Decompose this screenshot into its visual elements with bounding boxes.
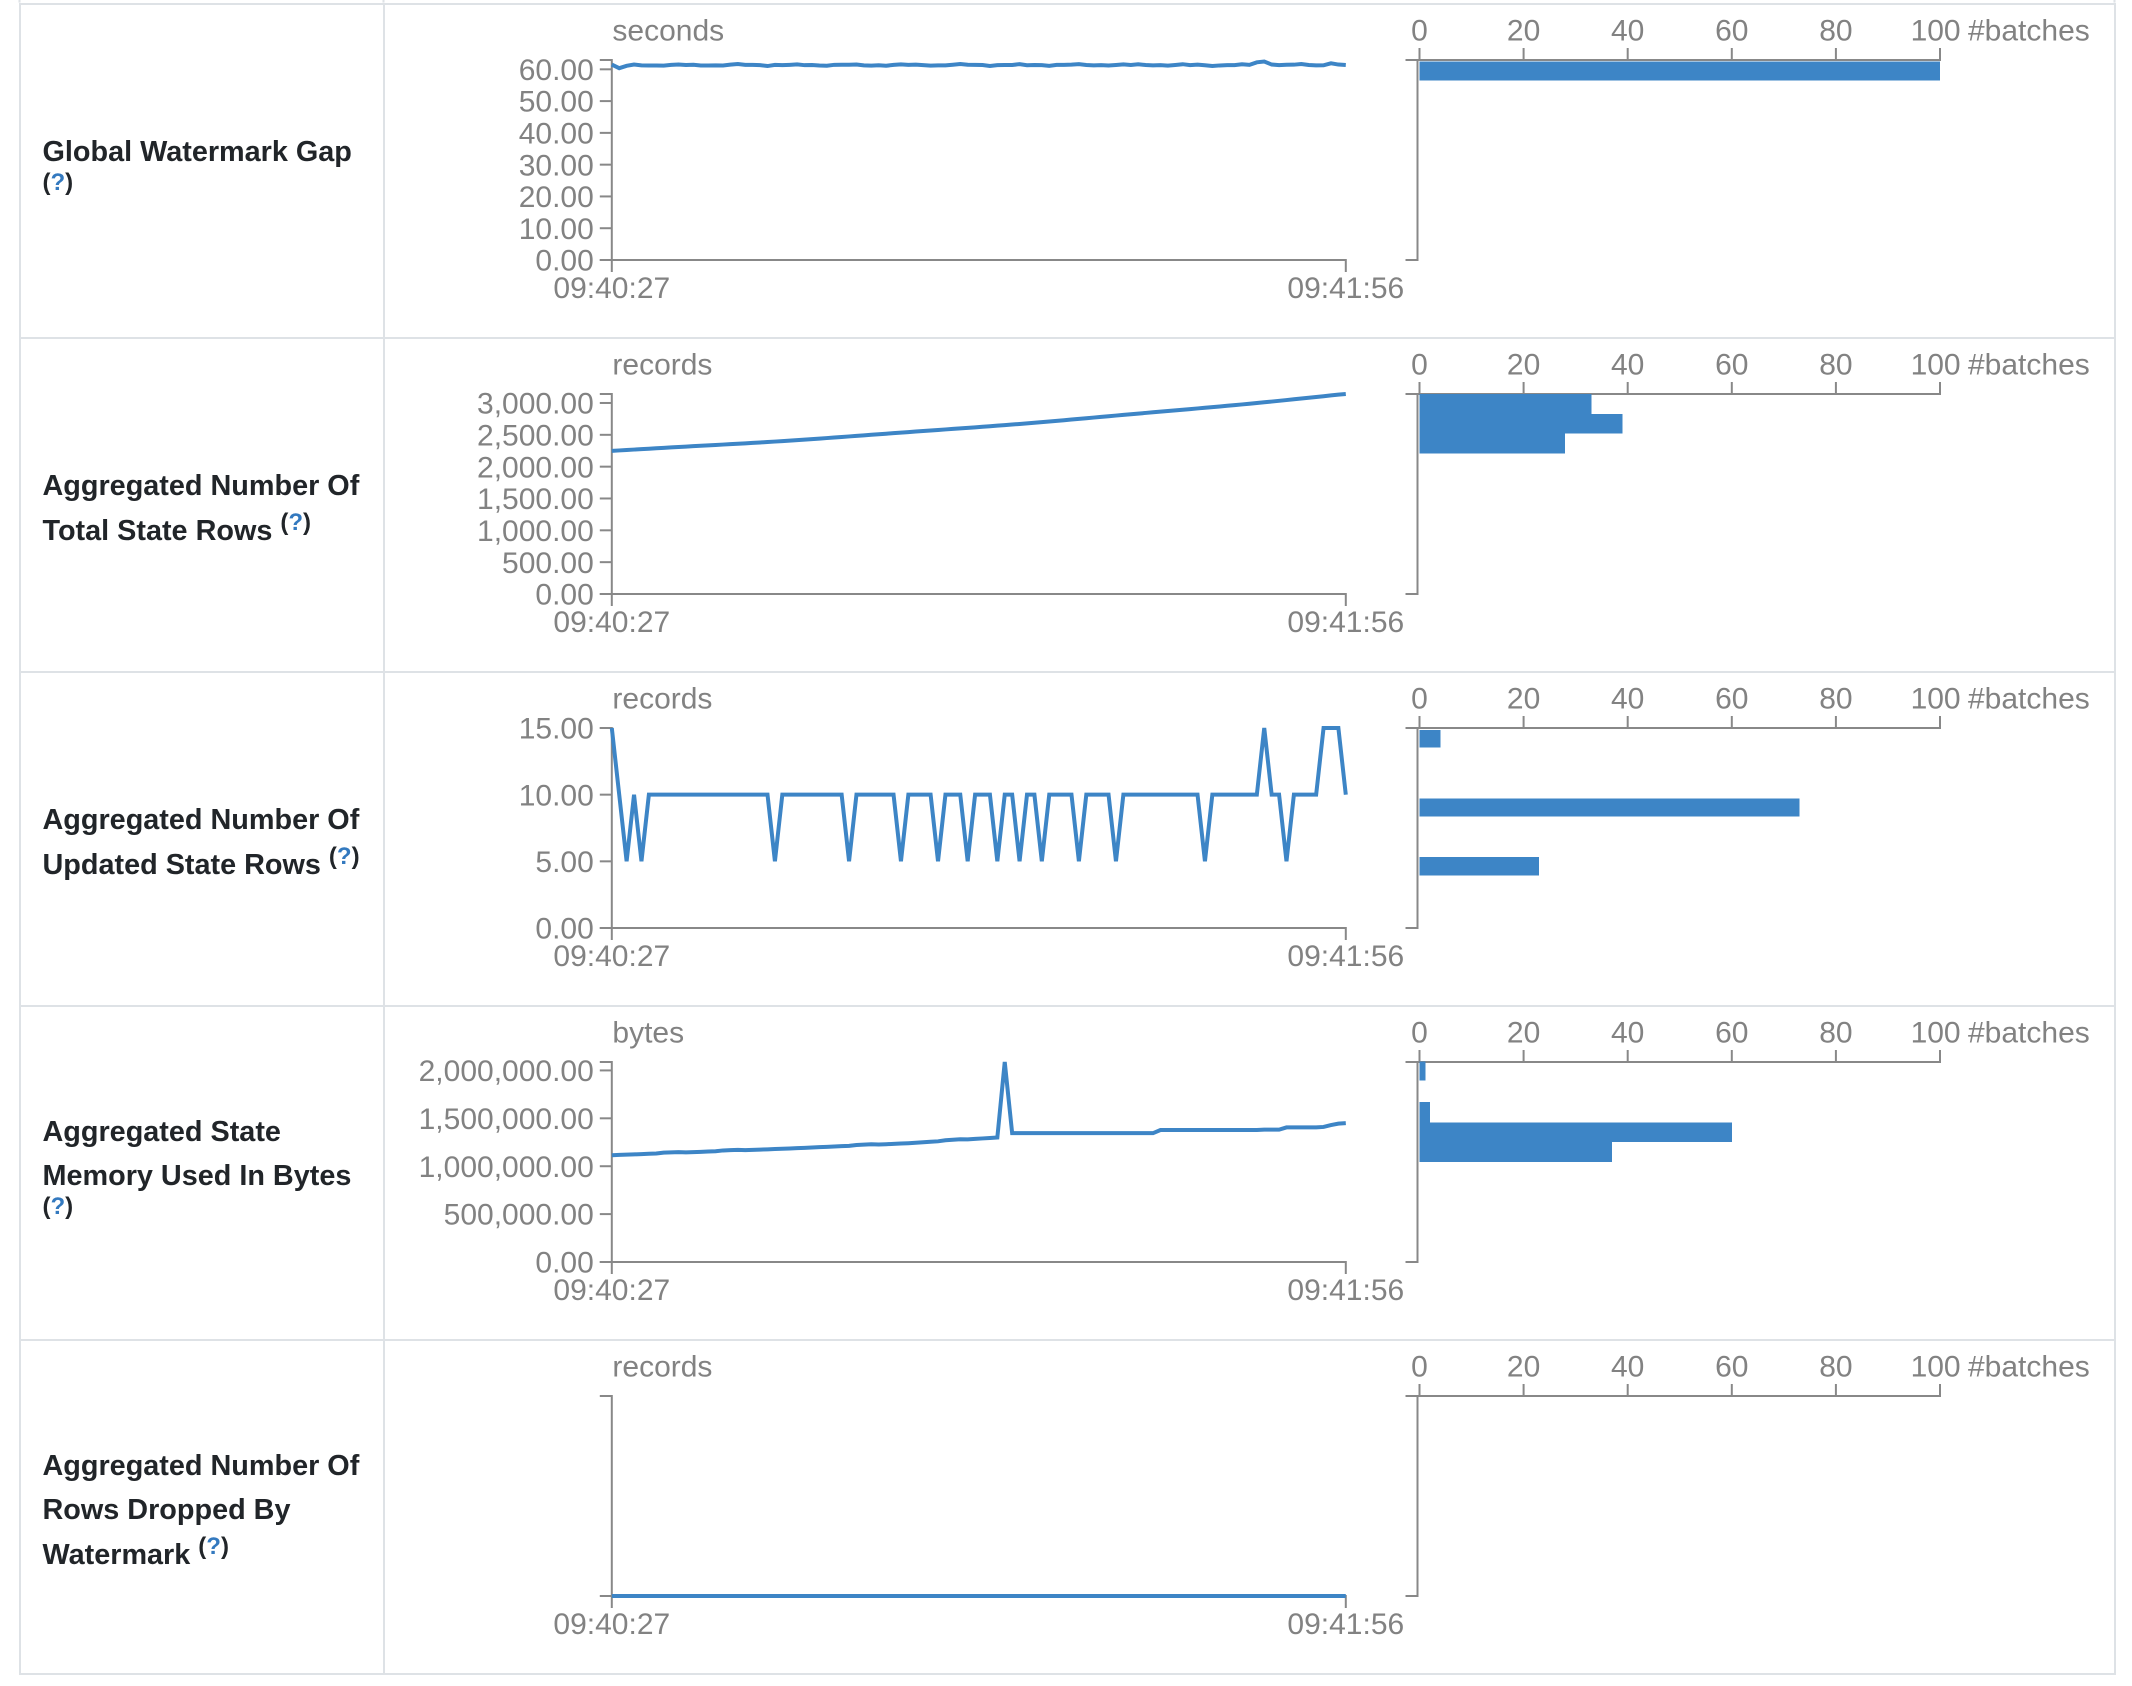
svg-text:0.00: 0.00 — [535, 245, 593, 278]
svg-text:100: 100 — [1911, 349, 1961, 382]
svg-text:80: 80 — [1819, 1351, 1852, 1384]
svg-text:60: 60 — [1715, 349, 1748, 382]
svg-text:500.00: 500.00 — [502, 547, 594, 580]
svg-text:0: 0 — [1411, 683, 1428, 716]
svg-text:09:41:56: 09:41:56 — [1287, 1608, 1404, 1641]
svg-text:0.00: 0.00 — [535, 579, 593, 612]
svg-text:40: 40 — [1611, 349, 1644, 382]
svg-text:2,500.00: 2,500.00 — [477, 419, 594, 452]
svg-text:#batches: #batches — [1968, 1017, 2090, 1050]
svg-text:1,500,000.00: 1,500,000.00 — [419, 1103, 594, 1136]
svg-text:1,500.00: 1,500.00 — [477, 483, 594, 516]
svg-text:records: records — [612, 1351, 712, 1384]
svg-text:#batches: #batches — [1968, 1351, 2090, 1384]
svg-text:100: 100 — [1911, 15, 1961, 48]
svg-text:20: 20 — [1507, 683, 1540, 716]
svg-text:100: 100 — [1911, 683, 1961, 716]
svg-text:1,000,000.00: 1,000,000.00 — [419, 1151, 594, 1184]
svg-text:seconds: seconds — [612, 15, 724, 48]
svg-text:0: 0 — [1411, 1017, 1428, 1050]
svg-text:100: 100 — [1911, 1351, 1961, 1384]
svg-text:20: 20 — [1507, 15, 1540, 48]
svg-text:80: 80 — [1819, 349, 1852, 382]
svg-text:40: 40 — [1611, 15, 1644, 48]
svg-text:80: 80 — [1819, 683, 1852, 716]
svg-text:20: 20 — [1507, 1351, 1540, 1384]
svg-text:09:41:56: 09:41:56 — [1287, 606, 1404, 639]
svg-text:0: 0 — [1411, 15, 1428, 48]
svg-text:60: 60 — [1715, 15, 1748, 48]
svg-text:100: 100 — [1911, 1017, 1961, 1050]
svg-text:2,000,000.00: 2,000,000.00 — [419, 1055, 594, 1088]
svg-text:20: 20 — [1507, 1017, 1540, 1050]
svg-text:5.00: 5.00 — [535, 846, 593, 879]
svg-text:40.00: 40.00 — [519, 117, 594, 150]
svg-text:records: records — [612, 683, 712, 716]
svg-text:60.00: 60.00 — [519, 54, 594, 87]
svg-text:10.00: 10.00 — [519, 213, 594, 246]
svg-text:09:41:56: 09:41:56 — [1287, 1274, 1404, 1307]
svg-text:30.00: 30.00 — [519, 149, 594, 182]
svg-text:09:40:27: 09:40:27 — [553, 940, 670, 973]
svg-text:500,000.00: 500,000.00 — [444, 1199, 594, 1232]
svg-text:0: 0 — [1411, 349, 1428, 382]
svg-text:09:40:27: 09:40:27 — [553, 1274, 670, 1307]
svg-text:#batches: #batches — [1968, 349, 2090, 382]
svg-text:60: 60 — [1715, 1351, 1748, 1384]
svg-text:09:41:56: 09:41:56 — [1287, 940, 1404, 973]
svg-text:#batches: #batches — [1968, 15, 2090, 48]
svg-text:60: 60 — [1715, 1017, 1748, 1050]
svg-text:80: 80 — [1819, 1017, 1852, 1050]
svg-text:20: 20 — [1507, 349, 1540, 382]
svg-text:09:40:27: 09:40:27 — [553, 606, 670, 639]
svg-text:0.00: 0.00 — [535, 1247, 593, 1280]
svg-text:10.00: 10.00 — [519, 779, 594, 812]
svg-text:40: 40 — [1611, 1351, 1644, 1384]
svg-text:09:40:27: 09:40:27 — [553, 272, 670, 305]
svg-text:0: 0 — [1411, 1351, 1428, 1384]
svg-text:09:41:56: 09:41:56 — [1287, 272, 1404, 305]
svg-text:50.00: 50.00 — [519, 86, 594, 119]
svg-text:2,000.00: 2,000.00 — [477, 451, 594, 484]
svg-text:60: 60 — [1715, 683, 1748, 716]
svg-text:0.00: 0.00 — [535, 913, 593, 946]
svg-text:15.00: 15.00 — [519, 713, 594, 746]
svg-text:bytes: bytes — [612, 1017, 684, 1050]
svg-text:3,000.00: 3,000.00 — [477, 388, 594, 421]
svg-text:#batches: #batches — [1968, 683, 2090, 716]
svg-text:80: 80 — [1819, 15, 1852, 48]
svg-text:20.00: 20.00 — [519, 181, 594, 214]
svg-text:09:40:27: 09:40:27 — [553, 1608, 670, 1641]
svg-text:40: 40 — [1611, 683, 1644, 716]
svg-text:1,000.00: 1,000.00 — [477, 515, 594, 548]
svg-text:40: 40 — [1611, 1017, 1644, 1050]
svg-text:records: records — [612, 349, 712, 382]
